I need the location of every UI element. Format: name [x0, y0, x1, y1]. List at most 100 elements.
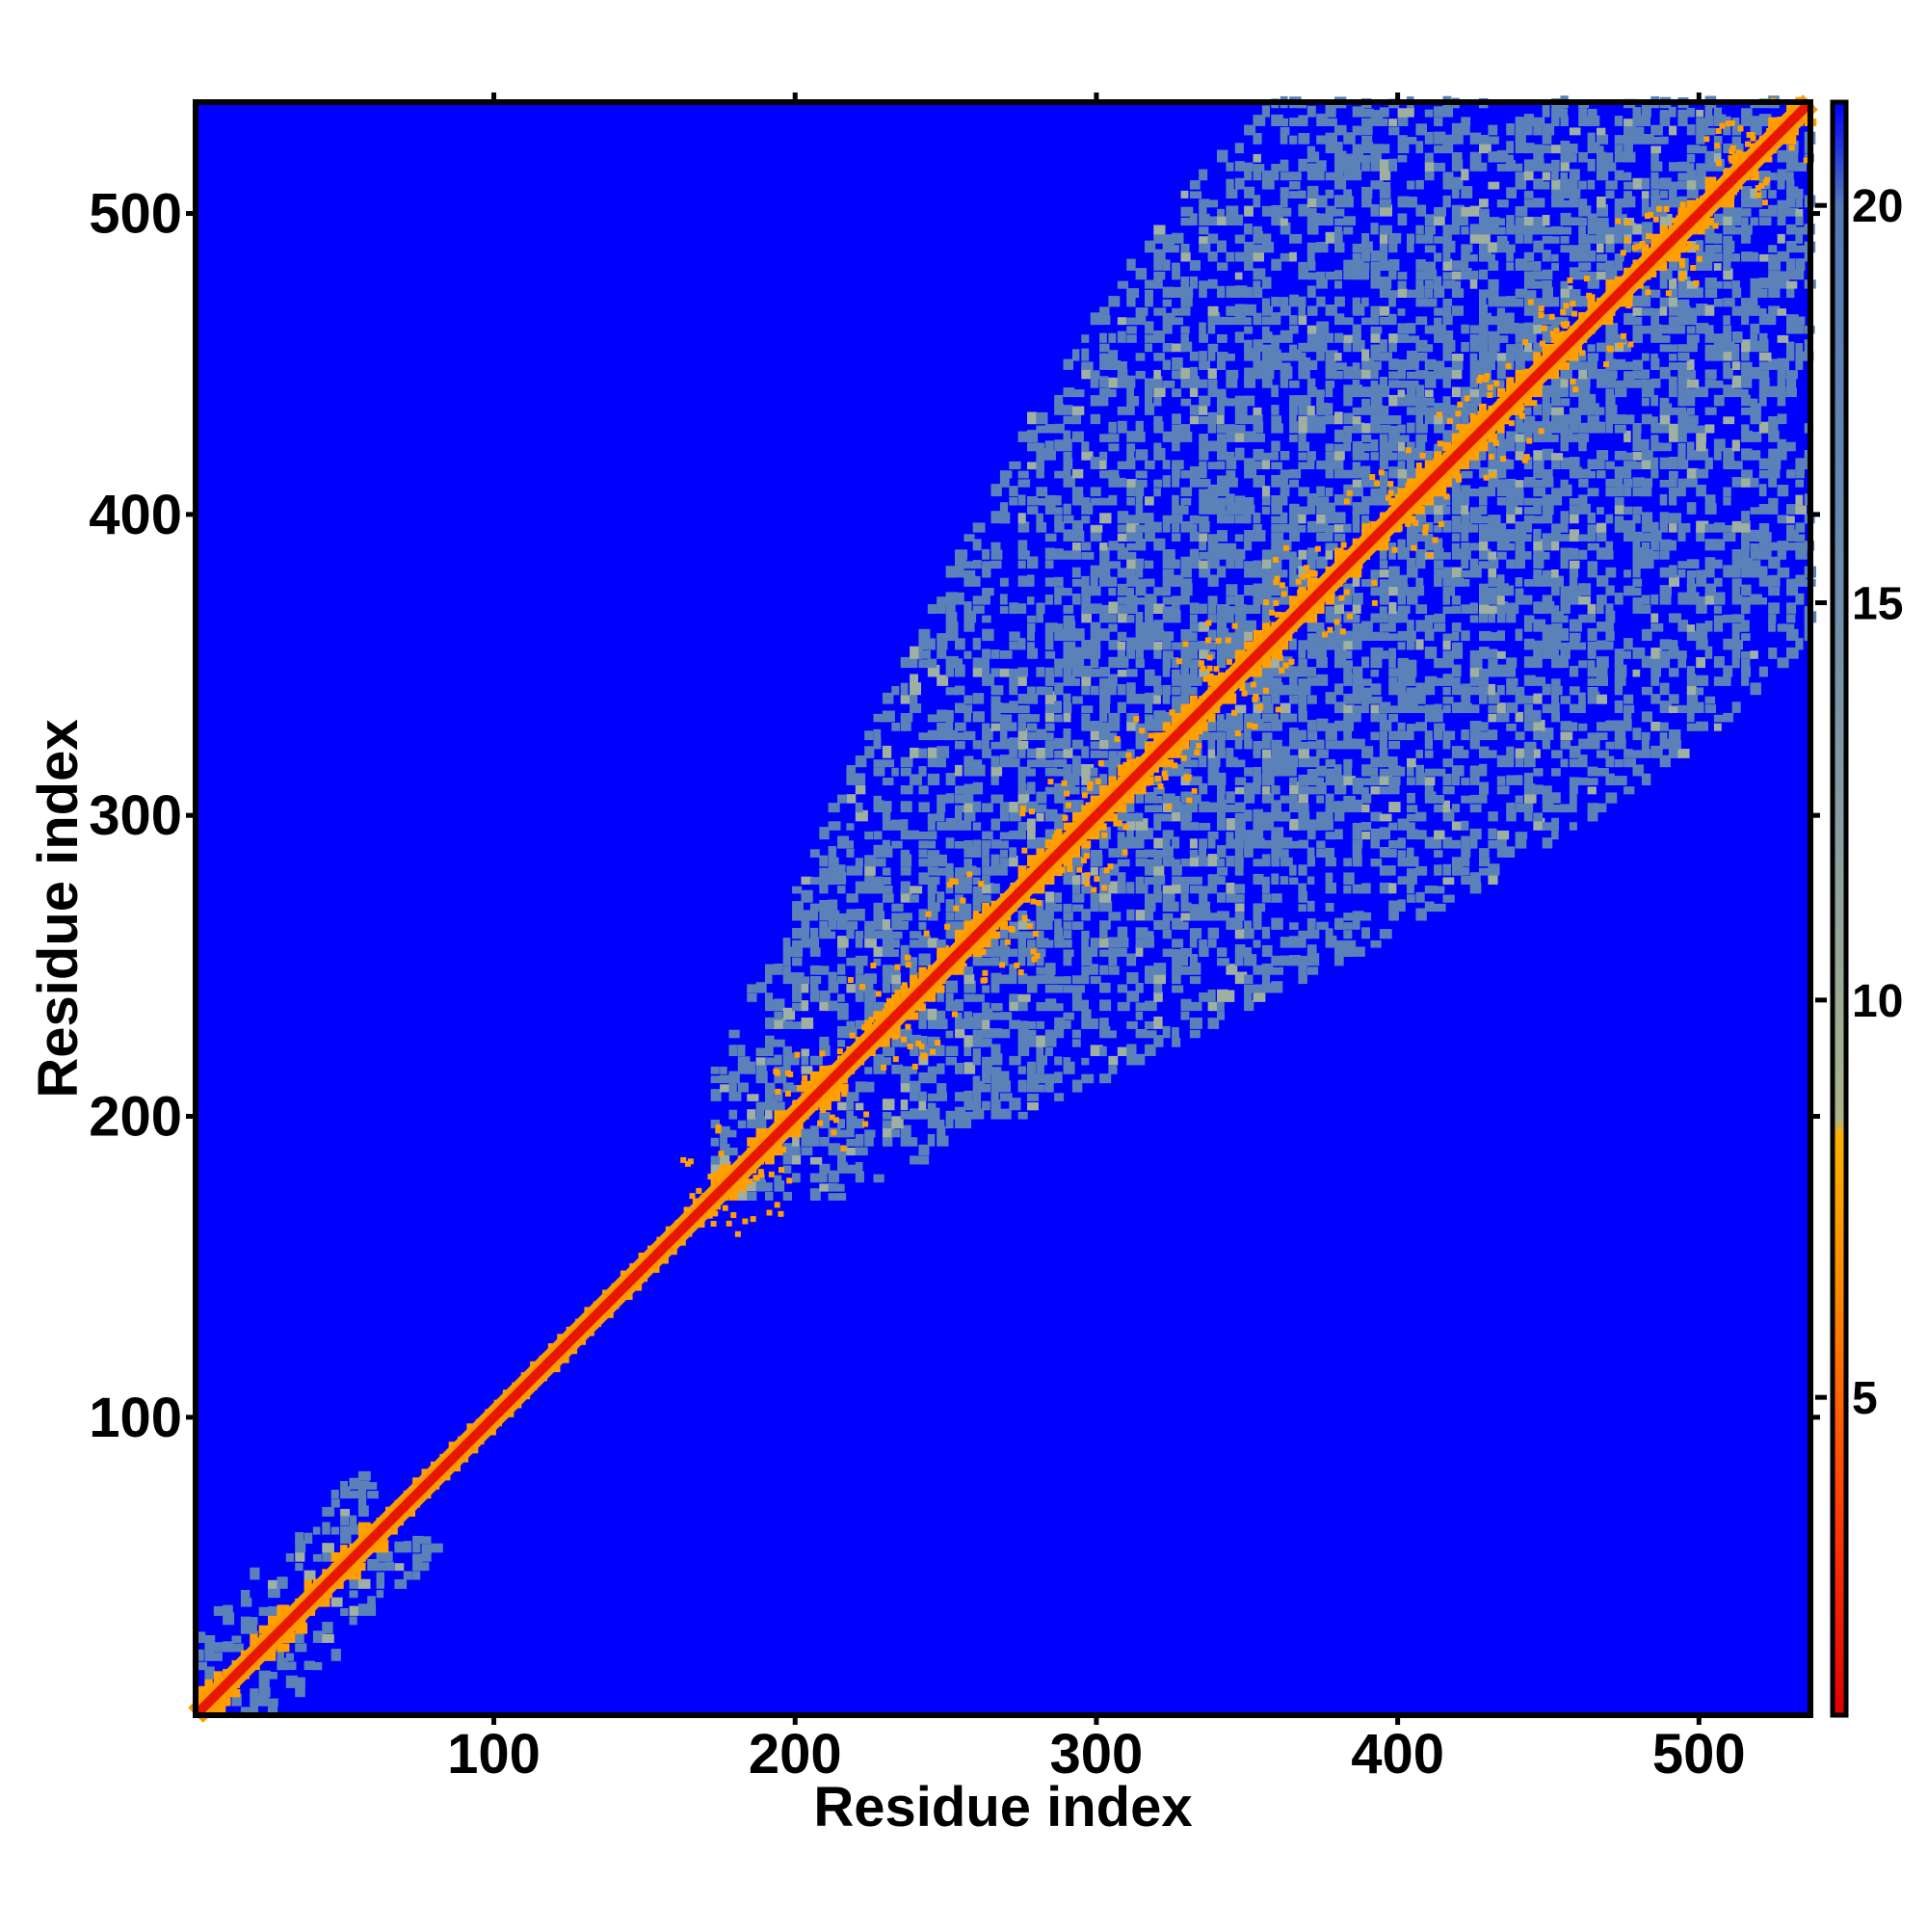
contact-cell	[1261, 331, 1273, 343]
contact-cell	[1397, 135, 1408, 145]
contact-cell	[1632, 488, 1644, 497]
contact-cell	[1189, 801, 1199, 813]
contact-cell	[837, 1101, 849, 1111]
contact-cell	[1388, 270, 1397, 280]
contact-cell	[1044, 494, 1058, 506]
contact-cell	[1145, 578, 1155, 587]
contact-cell	[1551, 488, 1564, 497]
contact-cell	[837, 835, 850, 849]
contact-cell	[1569, 547, 1579, 560]
contact-cell	[1686, 723, 1698, 731]
contact-cell	[1551, 702, 1560, 713]
contact-cell	[1542, 683, 1551, 696]
contact-cell	[891, 1128, 901, 1138]
contact-cell	[1153, 421, 1164, 434]
contact-cell	[855, 909, 865, 921]
contact-cell	[1090, 413, 1101, 425]
contact-cell	[990, 560, 1002, 569]
contact-cell	[937, 1063, 945, 1074]
contact-cell	[1316, 349, 1325, 361]
contact-cell	[1117, 803, 1127, 813]
contact-cell	[1442, 696, 1454, 704]
contact-cell	[1424, 279, 1434, 289]
contact-cell	[1704, 457, 1713, 469]
contact-cell	[1172, 1037, 1181, 1047]
contact-cell	[945, 929, 956, 940]
contact-cell	[1261, 205, 1275, 217]
contact-cell	[846, 921, 858, 930]
contact-cell	[792, 928, 804, 940]
contact-cell	[1226, 756, 1238, 768]
contact-cell	[1361, 453, 1370, 461]
contact-cell	[1451, 543, 1460, 551]
contact-cell	[1461, 386, 1471, 398]
contact-cell	[1434, 162, 1445, 172]
contact-cell	[1261, 882, 1270, 894]
contact-cell	[1145, 899, 1156, 913]
contact-cell	[1108, 332, 1117, 343]
contact-cell	[1488, 713, 1497, 723]
contact-cell	[1669, 513, 1681, 524]
contact-cell	[1388, 621, 1396, 632]
contact-cell	[1117, 610, 1128, 623]
contact-cell	[1415, 773, 1425, 785]
contact-cell	[1244, 739, 1253, 750]
contact-cell	[1379, 339, 1387, 353]
contact-cell	[1741, 620, 1750, 632]
contact-cell	[1153, 394, 1162, 407]
contact-cell	[1027, 629, 1035, 641]
contact-cell	[1271, 451, 1279, 461]
contact-cell	[1424, 730, 1433, 741]
contact-cell	[1496, 574, 1505, 587]
contact-cell	[1587, 512, 1596, 524]
contact-cell	[1723, 447, 1734, 461]
contact-cell	[1217, 858, 1226, 867]
contact-cell	[809, 1156, 823, 1165]
contact-cell	[1153, 963, 1167, 975]
contact-cell	[964, 859, 972, 867]
contact-cell	[1172, 431, 1181, 442]
contact-cell	[1407, 659, 1417, 669]
contact-cell	[1542, 649, 1552, 659]
contact-cell	[918, 1003, 926, 1012]
contact-cell	[1424, 288, 1434, 298]
contact-cell	[1343, 594, 1353, 605]
contact-cell	[1135, 1002, 1147, 1012]
contact-cell	[1108, 359, 1122, 370]
contact-cell	[1135, 836, 1145, 849]
contact-cell	[1415, 908, 1427, 921]
contact-cell	[1071, 494, 1084, 506]
contact-cell	[1407, 532, 1419, 542]
contact-cell	[1063, 467, 1071, 479]
contact-cell	[1496, 497, 1507, 506]
contact-cell	[1334, 296, 1345, 307]
contact-cell	[1207, 462, 1219, 469]
contact-cell	[1145, 321, 1154, 334]
contact-cell	[1641, 542, 1650, 551]
contact-cell	[1153, 685, 1163, 696]
contact-cell	[1424, 791, 1437, 804]
contact-cell	[1316, 503, 1328, 515]
contact-cell	[1081, 847, 1091, 858]
contact-cell	[1207, 775, 1218, 785]
contact-cell	[1469, 558, 1479, 569]
contact-cell	[1108, 848, 1120, 858]
contact-cell	[1334, 524, 1346, 533]
contact-cell	[982, 588, 994, 596]
contact-cell	[1153, 647, 1162, 659]
contact-cell	[937, 1083, 947, 1093]
contact-cell	[1551, 529, 1561, 542]
contact-cell	[1758, 539, 1771, 551]
contact-cell	[918, 935, 931, 948]
contact-cell	[1244, 171, 1253, 181]
contact-cell	[1442, 894, 1455, 903]
contact-cell	[1135, 1053, 1146, 1066]
contact-cell	[1442, 785, 1455, 795]
contact-cell	[1145, 877, 1154, 885]
contact-cell	[1578, 660, 1588, 669]
contact-cell	[1434, 677, 1443, 686]
contact-cell	[1496, 312, 1509, 326]
contact-cell	[900, 1125, 911, 1138]
contact-cell	[1253, 244, 1264, 253]
contact-cell	[1343, 153, 1355, 163]
